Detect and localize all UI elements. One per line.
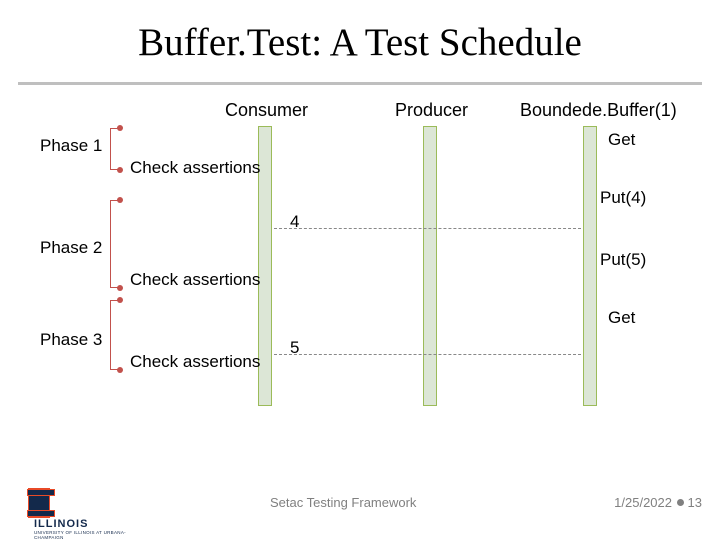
phase-2-dot-top: [117, 197, 123, 203]
phase-3-dot-top: [117, 297, 123, 303]
phase-2-label: Phase 2: [40, 238, 102, 258]
illinois-block-i-icon: [28, 488, 50, 518]
lifeline-label-producer: Producer: [395, 100, 468, 121]
logo-text-small: UNIVERSITY OF ILLINOIS AT URBANA-CHAMPAI…: [34, 530, 138, 540]
phase-2-bracket: [110, 200, 120, 288]
footer-page: 13: [688, 495, 702, 510]
lifeline-buffer: [583, 126, 597, 406]
title-divider: [18, 82, 702, 85]
message-value-5: 5: [290, 338, 299, 358]
event-get-1: Get: [608, 130, 635, 150]
check-assertions-2: Check assertions: [130, 270, 260, 290]
logo-text-big: ILLINOIS: [34, 518, 138, 530]
phase-1-bracket: [110, 128, 120, 170]
footer-bullet-icon: [677, 499, 684, 506]
sequence-diagram: Consumer Producer Boundede.Buffer(1) Pha…: [40, 100, 680, 440]
lifeline-label-buffer: Boundede.Buffer(1): [520, 100, 677, 121]
footer-date: 1/25/2022: [614, 495, 672, 510]
phase-3-label: Phase 3: [40, 330, 102, 350]
lifeline-producer: [423, 126, 437, 406]
phase-3-dot-bot: [117, 367, 123, 373]
event-get-2: Get: [608, 308, 635, 328]
footer-caption: Setac Testing Framework: [270, 495, 416, 510]
event-put4: Put(4): [600, 188, 646, 208]
phase-1-dot-bot: [117, 167, 123, 173]
message-line-5: [274, 354, 581, 355]
lifeline-label-consumer: Consumer: [225, 100, 308, 121]
phase-3-bracket: [110, 300, 120, 370]
message-value-4: 4: [290, 212, 299, 232]
phase-1-label: Phase 1: [40, 136, 102, 156]
check-assertions-3: Check assertions: [130, 352, 260, 372]
illinois-logo: ILLINOIS UNIVERSITY OF ILLINOIS AT URBAN…: [28, 488, 138, 518]
event-put5: Put(5): [600, 250, 646, 270]
slide-title: Buffer.Test: A Test Schedule: [0, 20, 720, 65]
phase-1-dot-top: [117, 125, 123, 131]
message-line-4: [274, 228, 581, 229]
check-assertions-1: Check assertions: [130, 158, 260, 178]
phase-2-dot-bot: [117, 285, 123, 291]
